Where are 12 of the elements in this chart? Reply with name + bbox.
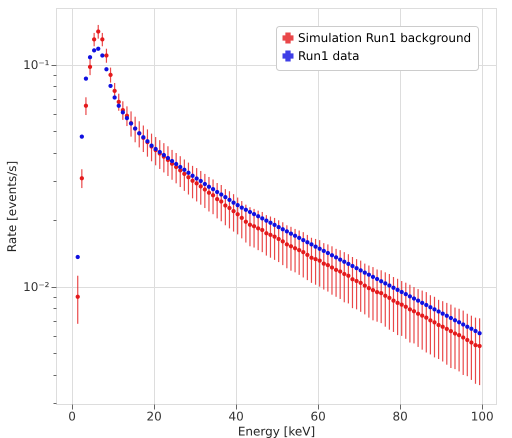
x-tick-label: 60 <box>310 410 326 424</box>
y-tick-label: 10⁻² <box>23 280 50 294</box>
x-axis-title: Energy [keV] <box>238 424 316 438</box>
x-tick-label: 80 <box>392 410 408 424</box>
x-tick-label: 100 <box>470 410 494 424</box>
legend-label: Run1 data <box>298 49 360 63</box>
legend-label: Simulation Run1 background <box>298 31 472 45</box>
y-axis-title: Rate [events/s] <box>5 160 20 252</box>
y-tick-label: 10⁻¹ <box>23 58 50 72</box>
x-tick-label: 40 <box>228 410 244 424</box>
x-tick-label: 20 <box>146 410 162 424</box>
x-tick-label: 0 <box>68 410 76 424</box>
